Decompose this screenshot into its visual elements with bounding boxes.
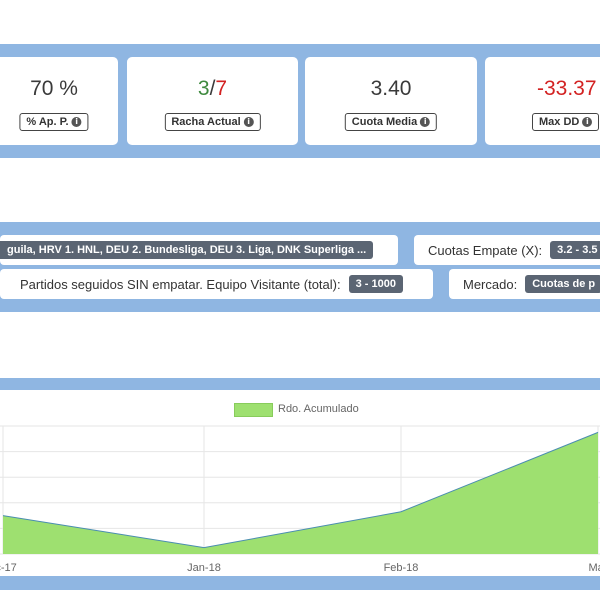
stat-value-accuracy: 70 % bbox=[30, 77, 78, 100]
no-draw-value: 3 - 1000 bbox=[348, 275, 403, 293]
info-icon: i bbox=[420, 117, 431, 127]
stat-card-streak: 3/7 Racha Actual i bbox=[127, 57, 298, 145]
market-label: Mercado: bbox=[463, 276, 518, 292]
filter-leagues[interactable]: guila, HRV 1. HNL, DEU 2. Bundesliga, DE… bbox=[0, 235, 398, 265]
leagues-value: guila, HRV 1. HNL, DEU 2. Bundesliga, DE… bbox=[0, 241, 374, 259]
stat-label-avg-odds-text: Cuota Media bbox=[351, 116, 418, 128]
stat-label-streak[interactable]: Racha Actual i bbox=[164, 113, 261, 131]
stat-card-max-dd: -33.37 Max DD i bbox=[485, 57, 600, 145]
info-icon: i bbox=[582, 117, 593, 127]
legend-swatch[interactable] bbox=[234, 403, 273, 417]
stat-value-max-dd: -33.37 bbox=[537, 77, 597, 100]
streak-max: 7 bbox=[215, 77, 228, 100]
stat-card-avg-odds: 3.40 Cuota Media i bbox=[305, 57, 477, 145]
stat-label-accuracy[interactable]: % Ap. P. i bbox=[19, 113, 89, 131]
draw-odds-label: Cuotas Empate (X): bbox=[428, 242, 543, 258]
stat-label-accuracy-text: % Ap. P. bbox=[26, 116, 69, 128]
info-icon: i bbox=[243, 117, 254, 127]
filter-market[interactable]: Mercado: Cuotas de p bbox=[449, 269, 600, 299]
filter-no-draw-streak[interactable]: Partidos seguidos SIN empatar. Equipo Vi… bbox=[0, 269, 433, 299]
x-tick-label: Jan-18 bbox=[187, 562, 221, 574]
cumulative-result-chart: ec-17 Jan-18 Feb-18 Mar bbox=[0, 425, 600, 574]
draw-odds-value: 3.2 - 3.5 bbox=[550, 241, 600, 259]
stat-card-accuracy: 70 % % Ap. P. i bbox=[0, 57, 118, 145]
x-tick-label: ec-17 bbox=[0, 562, 17, 574]
streak-separator: / bbox=[209, 77, 216, 100]
streak-current: 3 bbox=[197, 77, 210, 100]
series-line-rdo-acumulado bbox=[2, 431, 599, 549]
stat-label-avg-odds[interactable]: Cuota Media i bbox=[344, 113, 438, 131]
info-icon: i bbox=[71, 117, 82, 127]
market-value: Cuotas de p bbox=[525, 275, 600, 293]
stat-value-streak: 3/7 bbox=[127, 77, 298, 101]
filter-draw-odds[interactable]: Cuotas Empate (X): 3.2 - 3.5 bbox=[414, 235, 600, 265]
no-draw-label: Partidos seguidos SIN empatar. Equipo Vi… bbox=[20, 276, 341, 292]
x-tick-label: Mar bbox=[589, 562, 600, 574]
stat-value-avg-odds: 3.40 bbox=[370, 77, 412, 100]
x-tick-label: Feb-18 bbox=[384, 562, 419, 574]
legend-label[interactable]: Rdo. Acumulado bbox=[278, 403, 359, 415]
stat-label-max-dd-text: Max DD bbox=[539, 116, 580, 128]
stat-label-streak-text: Racha Actual bbox=[171, 116, 241, 128]
series-area-rdo-acumulado bbox=[3, 432, 598, 554]
stat-label-max-dd[interactable]: Max DD i bbox=[532, 113, 600, 131]
